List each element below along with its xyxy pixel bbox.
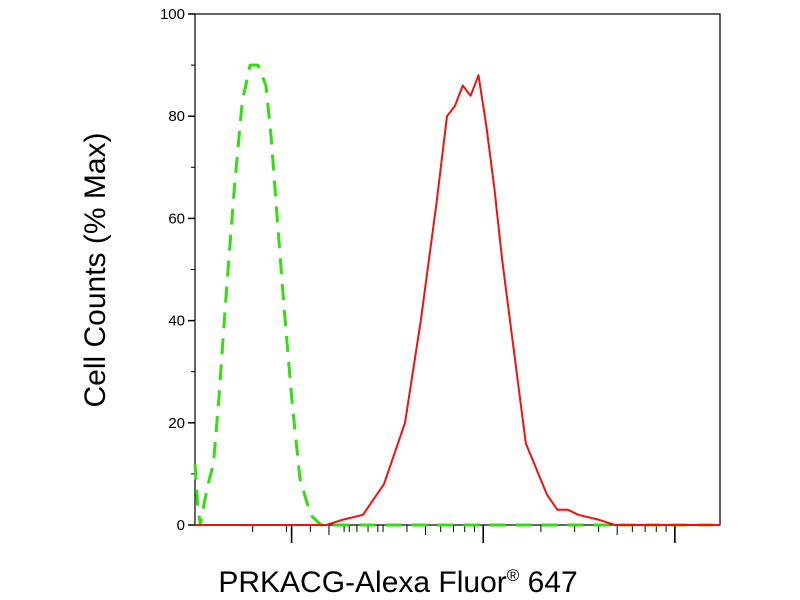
y-axis-title: Cell Counts (% Max) bbox=[79, 132, 112, 407]
x-axis-title: PRKACG-Alexa Fluor® 647 bbox=[218, 566, 577, 599]
y-tick-label: 0 bbox=[177, 517, 185, 534]
x-axis-title-main: PRKACG-Alexa Fluor bbox=[218, 566, 506, 599]
y-tick-label: 100 bbox=[160, 6, 185, 23]
y-tick-label: 60 bbox=[168, 210, 185, 227]
y-tick-label: 80 bbox=[168, 108, 185, 125]
x-axis bbox=[252, 525, 676, 543]
y-tick-label: 40 bbox=[168, 313, 185, 330]
plot-frame bbox=[194, 13, 721, 526]
y-tick-label: 20 bbox=[168, 415, 185, 432]
x-axis-title-suffix: 647 bbox=[519, 566, 577, 599]
y-axis: 0 20 40 60 80 100 bbox=[160, 6, 195, 534]
plot-border bbox=[194, 13, 721, 526]
x-axis-title-superscript: ® bbox=[507, 566, 520, 585]
series-line-2 bbox=[195, 74, 720, 526]
series-line-1 bbox=[193, 63, 720, 527]
series-layer bbox=[193, 63, 720, 527]
